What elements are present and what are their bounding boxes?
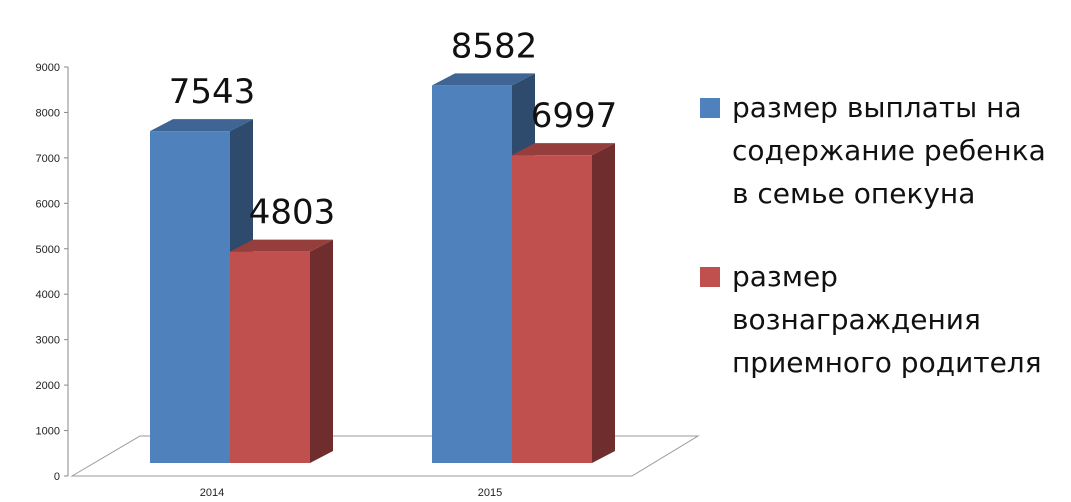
bar-side-face (310, 239, 333, 463)
data-label-2015-series-2: 6997 (531, 96, 618, 136)
y-tick-label: 3000 (36, 335, 60, 347)
y-tick-label: 4000 (36, 289, 60, 301)
bar-top-face (512, 143, 615, 156)
y-tick-label: 1000 (36, 426, 60, 438)
bar-2015-series-2 (512, 143, 615, 463)
x-axis-categories: 2014 2015 (200, 487, 502, 499)
legend-swatch-blue (700, 98, 720, 118)
bar-front-face (150, 131, 230, 463)
y-tick-label: 0 (54, 471, 60, 483)
y-tick-label: 9000 (36, 62, 60, 74)
data-label-2014-series-2: 4803 (249, 193, 336, 233)
legend-label-series-2: размер вознаграждения приемного родителя (732, 260, 1042, 379)
bar-2014-series-2 (230, 239, 333, 463)
legend-swatch-red (700, 267, 720, 287)
bars-group (150, 73, 615, 463)
x-category-label-2014: 2014 (200, 487, 224, 499)
chart-floor (70, 435, 700, 477)
data-label-2015-series-1: 8582 (451, 26, 538, 66)
bar-front-face (432, 85, 512, 463)
legend-item-series-1: размер выплаты на содержание ребенка в с… (700, 86, 1070, 215)
y-tick-label: 7000 (36, 153, 60, 165)
y-tick-label: 6000 (36, 198, 60, 210)
legend-item-series-2: размер вознаграждения приемного родителя (700, 255, 1070, 384)
legend: размер выплаты на содержание ребенка в с… (700, 86, 1070, 424)
y-tick-label: 8000 (36, 107, 60, 119)
bar-front-face (512, 155, 592, 463)
x-category-label-2015: 2015 (478, 487, 502, 499)
bar-front-face (230, 251, 310, 463)
y-tick-label: 2000 (36, 380, 60, 392)
y-axis: 0 1000 2000 3000 4000 5000 6000 7000 8000 9000 (36, 62, 69, 483)
data-labels-group: 7543 4803 8582 6997 (169, 26, 618, 232)
bar-top-face (230, 239, 333, 252)
bar-side-face (592, 143, 615, 463)
bar-top-face (150, 119, 253, 132)
legend-label-series-1: размер выплаты на содержание ребенка в с… (732, 91, 1046, 210)
bar-top-face (432, 73, 535, 86)
floor-plane (70, 435, 700, 477)
data-label-2014-series-1: 7543 (169, 72, 256, 112)
y-tick-label: 5000 (36, 244, 60, 256)
